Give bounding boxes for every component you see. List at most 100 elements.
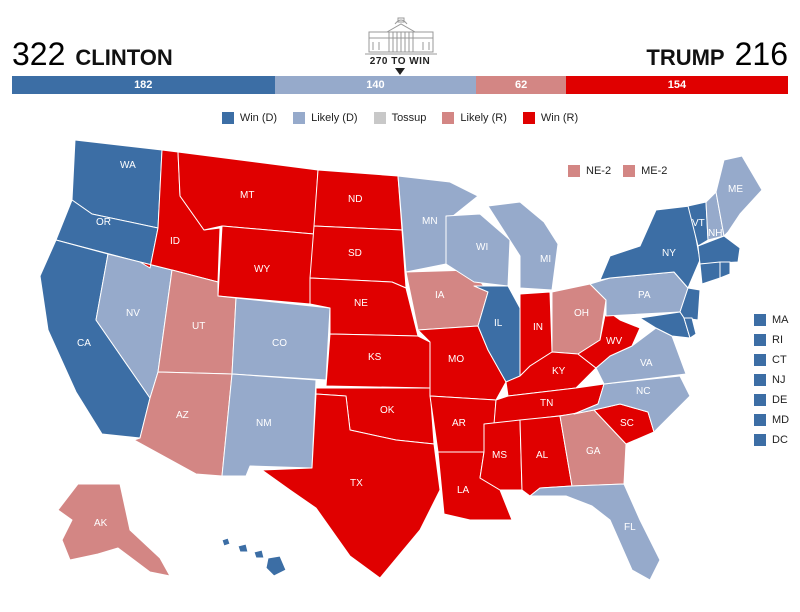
trump-total: 216 [734, 36, 788, 72]
label-ut: UT [192, 321, 205, 332]
bar-segment: 62 [476, 76, 566, 94]
clinton-score: 322 CLINTON [12, 36, 173, 73]
state-ma [697, 235, 741, 265]
legend-label: Tossup [391, 112, 427, 124]
small-state-item: DC [754, 430, 800, 450]
label-me: ME [728, 184, 743, 195]
state-nm [221, 373, 317, 477]
label-nm: NM [256, 418, 272, 429]
label-fl: FL [624, 522, 636, 533]
state-me [715, 155, 763, 237]
small-state-item: NJ [754, 370, 800, 390]
white-house-icon [365, 17, 437, 55]
legend-swatch [522, 112, 535, 124]
label-ky: KY [552, 366, 566, 377]
small-state-label: DE [772, 394, 788, 406]
state-wv [577, 309, 641, 369]
district-item: ME-2 [623, 165, 667, 177]
district-swatch [568, 165, 580, 177]
threshold-marker [395, 68, 405, 75]
state-mi [487, 201, 559, 291]
label-ia: IA [435, 290, 445, 301]
legend-swatch [221, 112, 234, 124]
bar-segment: 140 [274, 76, 477, 94]
legend-label: Win (R) [540, 112, 579, 124]
label-ga: GA [586, 446, 601, 457]
district-legend: NE-2 ME-2 [568, 165, 667, 177]
label-ok: OK [380, 405, 395, 416]
small-state-swatch [754, 434, 766, 446]
threshold-label: 270 TO WIN [369, 56, 431, 67]
state-de [683, 317, 697, 339]
label-wy: WY [254, 264, 270, 275]
label-wv: WV [606, 336, 622, 347]
state-nc [573, 375, 691, 433]
label-mt: MT [240, 190, 254, 201]
small-state-label: DC [772, 434, 788, 446]
label-az: AZ [176, 410, 189, 421]
legend-item: Likely (R) [442, 112, 507, 124]
small-state-swatch [754, 314, 766, 326]
label-oh: OH [574, 308, 589, 319]
label-ak: AK [94, 518, 108, 529]
state-ct [699, 261, 721, 285]
label-il: IL [494, 318, 503, 329]
us-electoral-map: WA OR CA NV ID MT WY UT CO AZ NM ND SD N… [39, 139, 763, 581]
label-or: OR [96, 217, 111, 228]
district-swatch [623, 165, 636, 177]
legend-item: Win (R) [522, 112, 579, 124]
bar-segment: 182 [12, 76, 275, 94]
label-sc: SC [620, 418, 634, 429]
small-states-legend: MA RI CT NJ DE MD DC [754, 310, 800, 450]
label-in: IN [533, 322, 543, 333]
district-label: ME-2 [641, 165, 668, 177]
label-nh: NH [708, 228, 722, 239]
legend-swatch [373, 112, 386, 124]
trump-score: TRUMP 216 [646, 36, 788, 73]
small-state-item: DE [754, 390, 800, 410]
legend-label: Likely (R) [460, 112, 507, 124]
state-hi [221, 537, 287, 577]
label-mn: MN [422, 216, 438, 227]
small-state-swatch [754, 414, 766, 426]
clinton-name: CLINTON [75, 45, 173, 70]
legend-label: Win (D) [239, 112, 278, 124]
label-ks: KS [368, 352, 382, 363]
label-mi: MI [540, 254, 551, 265]
small-state-label: MD [772, 414, 790, 426]
legend-swatch [442, 112, 455, 124]
label-mo: MO [448, 354, 464, 365]
legend-item: Win (D) [221, 112, 278, 124]
label-co: CO [272, 338, 287, 349]
bar-segment: 154 [565, 76, 788, 94]
legend-item: Likely (D) [293, 112, 358, 124]
legend-item: Tossup [373, 112, 427, 124]
legend-swatch [293, 112, 306, 124]
label-pa: PA [638, 290, 651, 301]
legend-label: Likely (D) [311, 112, 358, 124]
label-ca: CA [77, 338, 91, 349]
label-nv: NV [126, 308, 140, 319]
small-state-item: RI [754, 330, 800, 350]
trump-name: TRUMP [646, 45, 725, 70]
label-va: VA [640, 358, 653, 369]
state-ri [719, 261, 731, 279]
label-ar: AR [452, 418, 466, 429]
small-state-item: MD [754, 410, 800, 430]
state-fl [529, 483, 661, 581]
district-label: NE-2 [586, 165, 612, 177]
clinton-total: 322 [12, 36, 66, 72]
small-state-label: RI [772, 334, 783, 346]
district-item: NE-2 [568, 165, 611, 177]
label-sd: SD [348, 248, 362, 259]
label-tx: TX [350, 478, 363, 489]
legend: Win (D) Likely (D) Tossup Likely (R) Win (R) [0, 112, 800, 124]
small-state-swatch [754, 394, 766, 406]
label-nc: NC [636, 386, 650, 397]
label-nd: ND [348, 194, 362, 205]
label-vt: VT [692, 218, 705, 229]
label-wi: WI [476, 242, 488, 253]
small-state-item: MA [754, 310, 800, 330]
small-state-swatch [754, 354, 766, 366]
electoral-vote-bar: 182 140 62 154 [12, 76, 788, 94]
